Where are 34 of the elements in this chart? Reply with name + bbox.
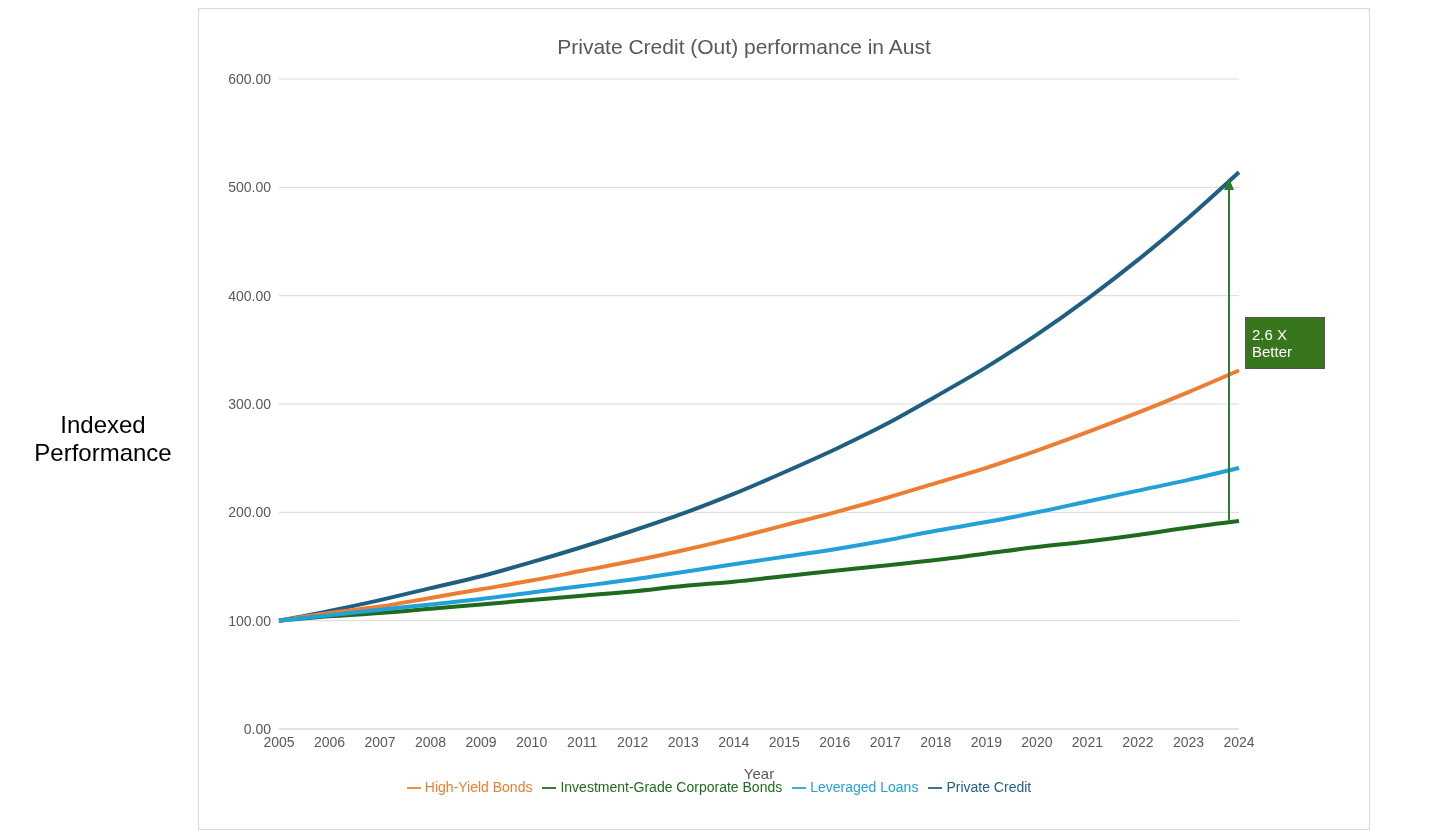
- x-tick-label: 2015: [768, 733, 801, 750]
- y-tick-label: 300.00: [228, 395, 272, 412]
- y-tick-label: 600.00: [228, 70, 272, 87]
- legend-label: Leveraged Loans: [810, 779, 919, 795]
- x-tick-label: 2024: [1223, 733, 1255, 750]
- x-tick-label: 2013: [667, 733, 699, 750]
- legend-label: Investment-Grade Corporate Bonds: [560, 779, 783, 795]
- x-tick-label: 2010: [516, 733, 548, 750]
- x-tick-label: 2007: [364, 733, 396, 750]
- x-tick-label: 2016: [819, 733, 851, 750]
- text: 2.6 X Better: [1245, 316, 1325, 369]
- x-tick-label: 2011: [567, 733, 598, 750]
- y-tick-label: 200.00: [228, 504, 272, 521]
- line-series: [277, 465, 1241, 623]
- x-tick-label: 2021: [1071, 733, 1104, 750]
- x-axis-title: Year: [743, 765, 775, 782]
- legend-label: High-Yield Bonds: [424, 779, 533, 795]
- x-tick-label: 2009: [465, 733, 497, 750]
- y-tick-label: 100.00: [228, 612, 272, 629]
- x-tick-label: 2012: [617, 733, 649, 750]
- legend-label: Private Credit: [946, 779, 1032, 795]
- x-tick-label: 2023: [1172, 733, 1205, 750]
- x-tick-label: 2019: [970, 733, 1003, 750]
- x-tick-label: 2006: [313, 733, 346, 750]
- x-tick-label: 2008: [415, 733, 447, 750]
- x-tick-label: 2014: [718, 733, 750, 750]
- y-tick-label: 400.00: [228, 287, 272, 304]
- chart-title: Private Credit (Out) performance in Aust: [556, 35, 932, 59]
- x-tick-label: 2022: [1122, 733, 1154, 750]
- x-tick-label: 2017: [869, 733, 902, 750]
- y-tick-label: 500.00: [228, 179, 272, 196]
- x-tick-label: 2020: [1021, 733, 1053, 750]
- x-tick-label: 2018: [920, 733, 952, 750]
- y-axis-title: Indexed Performance: [33, 411, 173, 467]
